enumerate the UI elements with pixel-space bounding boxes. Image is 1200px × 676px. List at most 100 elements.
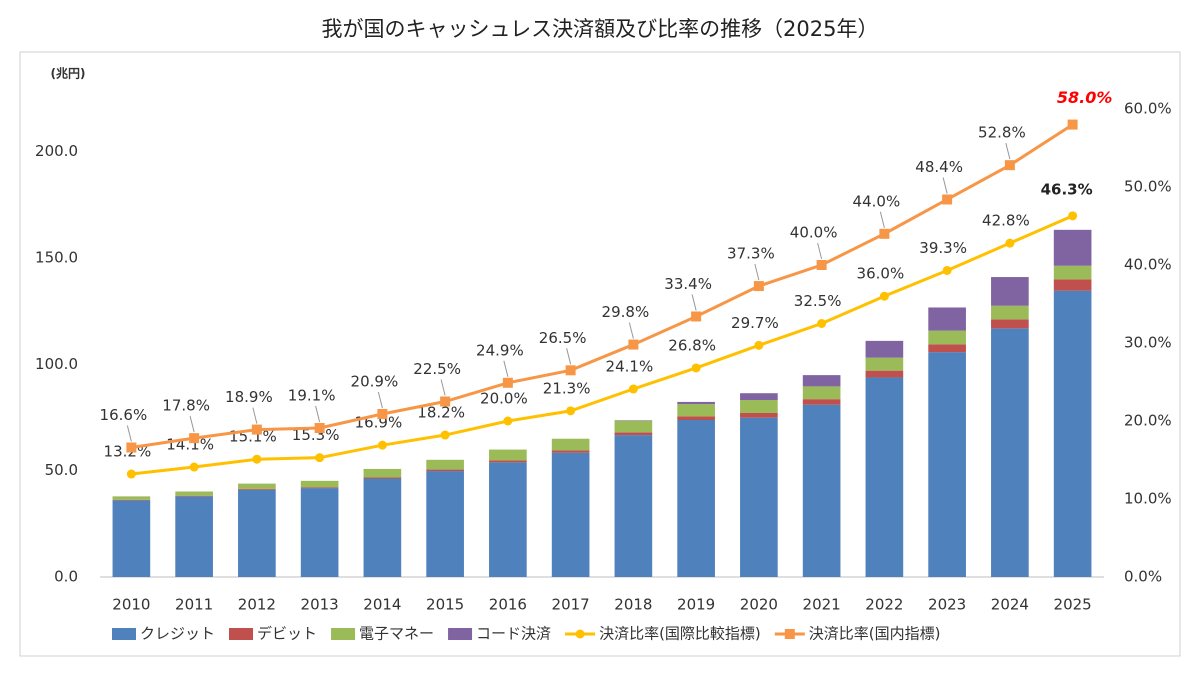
data-label: 33.4%: [664, 275, 712, 293]
bar-segment: [489, 462, 527, 577]
bar-segment: [865, 340, 904, 358]
bar-segment: [614, 435, 653, 577]
marker: [377, 408, 388, 419]
marker: [879, 228, 890, 239]
bar-segment: [677, 420, 715, 577]
x-tick-label: 2015: [426, 596, 464, 614]
leader-line: [377, 391, 383, 409]
data-label: 29.7%: [731, 314, 779, 332]
bar-segment: [740, 417, 778, 577]
marker: [502, 377, 513, 388]
legend-label: 決済比率(国内指標): [809, 625, 941, 643]
chart-title: 我が国のキャッシュレス決済額及び比率の推移（2025年）: [321, 17, 878, 41]
bar-segment: [300, 487, 339, 489]
y2-tick-label: 40.0%: [1124, 256, 1172, 274]
marker: [503, 416, 513, 426]
x-tick-label: 2016: [489, 596, 527, 614]
data-label: 19.1%: [288, 387, 336, 405]
bar-segment: [551, 438, 590, 451]
bar-segment: [300, 480, 339, 488]
marker: [1067, 119, 1078, 130]
marker: [189, 433, 200, 444]
legend-marker: [784, 629, 795, 639]
x-tick-label: 2021: [803, 596, 841, 614]
bar-segment: [865, 357, 904, 371]
data-label: 42.8%: [982, 212, 1030, 230]
marker: [126, 469, 136, 479]
marker: [251, 424, 262, 435]
bar-segment: [112, 496, 151, 500]
leader-line: [1005, 143, 1011, 160]
marker: [377, 440, 387, 450]
data-label: 17.8%: [162, 397, 210, 415]
marker: [189, 462, 199, 472]
bar-segment: [551, 450, 590, 453]
marker: [315, 453, 325, 463]
data-label: 26.8%: [668, 336, 716, 354]
legend-swatch: [331, 628, 356, 640]
data-label: 52.8%: [978, 124, 1026, 142]
x-tick-label: 2013: [301, 596, 339, 614]
leader-line: [566, 348, 572, 365]
legend-label: デビット: [257, 625, 317, 643]
bar-segment: [1053, 229, 1092, 266]
bar-segment: [426, 469, 464, 472]
bar-segment: [363, 468, 402, 478]
x-tick-label: 2018: [614, 596, 652, 614]
data-label: 18.9%: [225, 388, 273, 406]
bar-segment: [802, 375, 841, 387]
marker: [566, 406, 576, 416]
y-tick-label: 200.0: [35, 142, 78, 160]
marker: [565, 365, 576, 376]
y-tick-label: 50.0: [45, 461, 78, 479]
bar-segment: [677, 416, 715, 421]
marker: [879, 291, 889, 301]
leader-line: [315, 405, 321, 423]
y2-tick-label: 0.0%: [1124, 568, 1162, 586]
y2-tick-label: 30.0%: [1124, 334, 1172, 352]
marker: [816, 260, 827, 270]
y-tick-label: 0.0: [54, 568, 78, 586]
bar-segment: [489, 460, 527, 463]
data-label: 40.0%: [790, 224, 838, 242]
data-label: 39.3%: [919, 239, 967, 257]
marker: [691, 363, 701, 373]
bar-segment: [1053, 290, 1092, 577]
data-label: 58.0%: [1057, 88, 1113, 107]
bar-segment: [802, 386, 841, 400]
data-label: 37.3%: [727, 245, 775, 263]
y2-tick-label: 20.0%: [1124, 412, 1172, 430]
leader-line: [817, 242, 823, 260]
bar-segment: [489, 449, 527, 461]
bar-segment: [991, 328, 1029, 577]
marker: [126, 442, 137, 453]
data-label: 20.9%: [351, 372, 399, 390]
data-label: 46.3%: [1041, 180, 1093, 198]
bar-segment: [112, 499, 151, 501]
bar-segment: [175, 496, 213, 577]
data-label: 32.5%: [794, 292, 842, 310]
bar-segment: [175, 491, 213, 496]
legend-label: コード決済: [476, 625, 551, 643]
x-tick-label: 2011: [175, 596, 213, 614]
bar-segment: [1053, 265, 1092, 280]
x-tick-label: 2017: [552, 596, 590, 614]
data-label: 48.4%: [915, 158, 963, 176]
bar-segment: [740, 412, 778, 418]
marker: [628, 384, 638, 394]
x-tick-label: 2025: [1054, 596, 1092, 614]
bar-segment: [928, 307, 966, 331]
leader-line: [628, 322, 634, 339]
bar-segment: [740, 400, 778, 413]
data-label: 18.2%: [417, 404, 465, 422]
leader-line: [503, 360, 509, 377]
data-label: 15.3%: [292, 426, 340, 444]
data-label: 24.9%: [476, 341, 524, 359]
marker: [440, 396, 451, 407]
leader-line: [189, 416, 195, 433]
bar-segment: [928, 330, 966, 345]
leader-line: [879, 211, 885, 228]
bar-segment: [740, 393, 778, 401]
x-tick-label: 2023: [928, 596, 966, 614]
